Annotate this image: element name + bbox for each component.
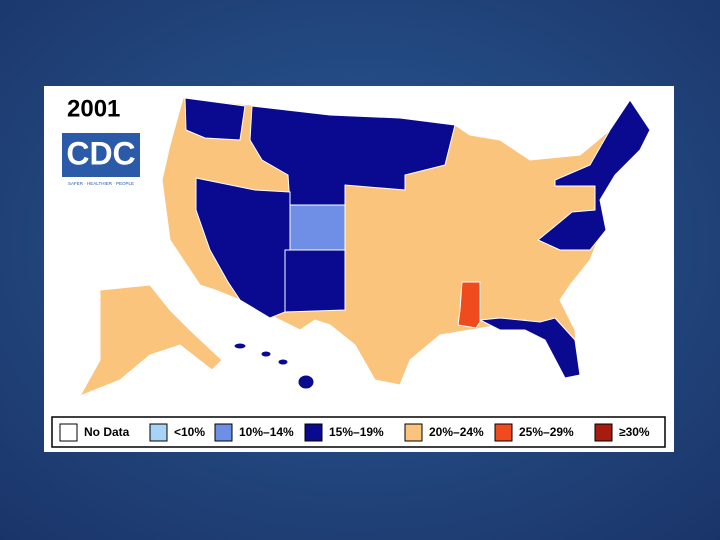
cdc-logo: CDC SAFER · HEALTHIER · PEOPLE xyxy=(62,133,140,186)
legend-label: 15%–19% xyxy=(329,425,384,439)
state-region xyxy=(478,317,581,379)
legend-swatch xyxy=(494,423,513,442)
legend-label: ≥30% xyxy=(619,425,650,439)
state-region xyxy=(537,99,651,251)
legend-label: 20%–24% xyxy=(429,425,484,439)
us-map xyxy=(78,97,651,397)
legend-swatch xyxy=(149,423,168,442)
state-region xyxy=(260,350,272,358)
legend-swatch xyxy=(404,423,423,442)
logo-tagline: SAFER · HEALTHIER · PEOPLE xyxy=(68,181,134,186)
state-region xyxy=(284,249,346,313)
state-region xyxy=(233,342,247,350)
legend-label: No Data xyxy=(84,425,130,439)
state-region xyxy=(195,177,291,319)
state-region xyxy=(78,284,223,397)
legend-swatch xyxy=(594,423,613,442)
state-region xyxy=(277,358,289,366)
legend: No Data <10% 10%–14% 15%–19% 20%–24% 25%–29% ≥… xyxy=(59,423,650,442)
state-region xyxy=(184,97,246,141)
state-region xyxy=(297,374,315,390)
map-year: 2001 xyxy=(67,95,120,122)
state-region xyxy=(289,204,346,251)
legend-swatch xyxy=(304,423,323,442)
logo-text: CDC xyxy=(66,135,135,171)
state-region xyxy=(457,281,481,329)
state-region xyxy=(249,105,456,206)
legend-label: 10%–14% xyxy=(239,425,294,439)
legend-label: 25%–29% xyxy=(519,425,574,439)
legend-swatch xyxy=(214,423,233,442)
logo-box xyxy=(62,133,140,177)
legend-swatch xyxy=(59,423,78,442)
legend-label: <10% xyxy=(174,425,205,439)
